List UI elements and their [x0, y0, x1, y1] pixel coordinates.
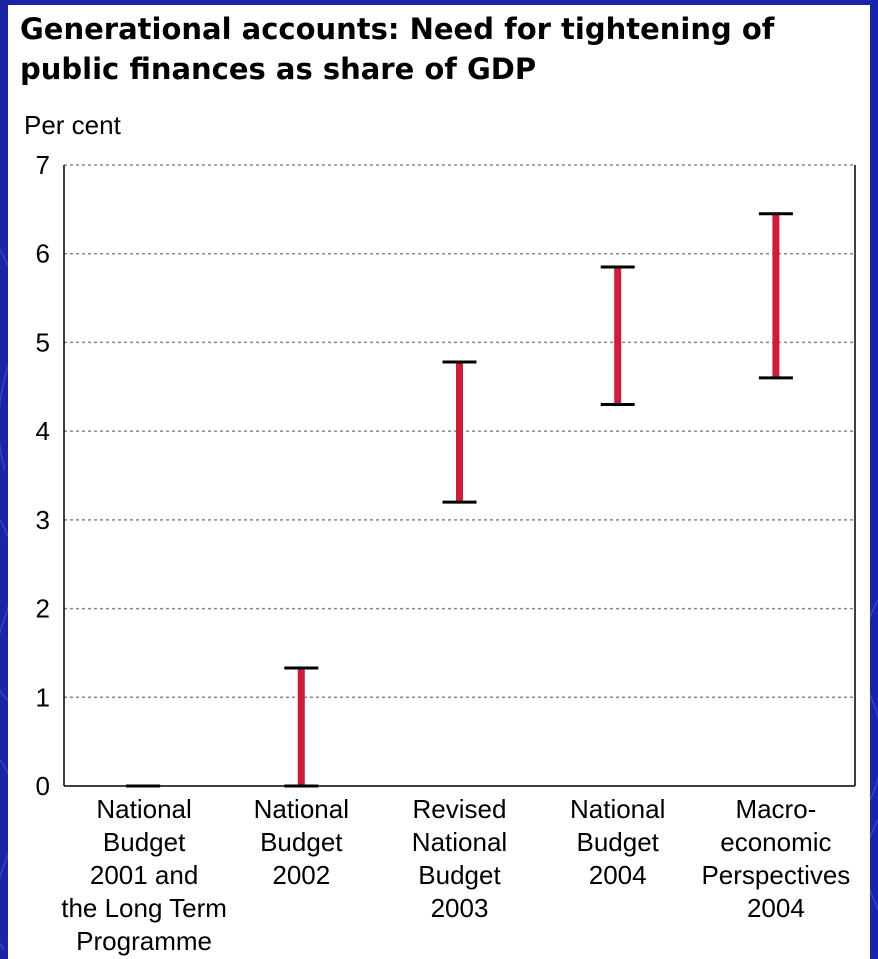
y-tick-label: 5 [36, 327, 50, 357]
chart-panel: Generational accounts: Need for tighteni… [8, 5, 870, 959]
x-tick-label: National [570, 794, 665, 824]
x-tick-label: Budget [576, 827, 659, 857]
x-tick-label: 2003 [431, 893, 489, 923]
y-tick-label: 1 [36, 682, 50, 712]
x-tick-label: 2002 [272, 860, 330, 890]
x-tick-label: Budget [260, 827, 343, 857]
y-tick-label: 6 [36, 239, 50, 269]
x-tick-label: the Long Term [61, 893, 227, 923]
y-tick-label: 4 [36, 416, 50, 446]
y-tick-label: 2 [36, 594, 50, 624]
x-tick-label: Budget [418, 860, 501, 890]
x-tick-label: National [254, 794, 349, 824]
x-tick-label: Revised [413, 794, 507, 824]
chart-title-line-1: Generational accounts: Need for tighteni… [20, 12, 775, 46]
chart-title: Generational accounts: Need for tighteni… [20, 9, 860, 89]
y-tick-label: 0 [36, 771, 50, 801]
x-tick-label: Programme [76, 926, 212, 956]
x-tick-label: Macro- [735, 794, 816, 824]
y-tick-label: 7 [36, 150, 50, 180]
x-tick-label: 2004 [747, 893, 805, 923]
y-tick-label: 3 [36, 505, 50, 535]
x-tick-label: economic [720, 827, 831, 857]
x-tick-label: 2001 and [90, 860, 198, 890]
x-tick-label: Perspectives [701, 860, 850, 890]
x-tick-label: National [96, 794, 191, 824]
chart-title-line-2: public finances as share of GDP [20, 52, 537, 86]
x-tick-label: 2004 [589, 860, 647, 890]
x-tick-label: National [412, 827, 507, 857]
y-axis-label: Per cent [24, 110, 121, 140]
x-tick-label: Budget [103, 827, 186, 857]
